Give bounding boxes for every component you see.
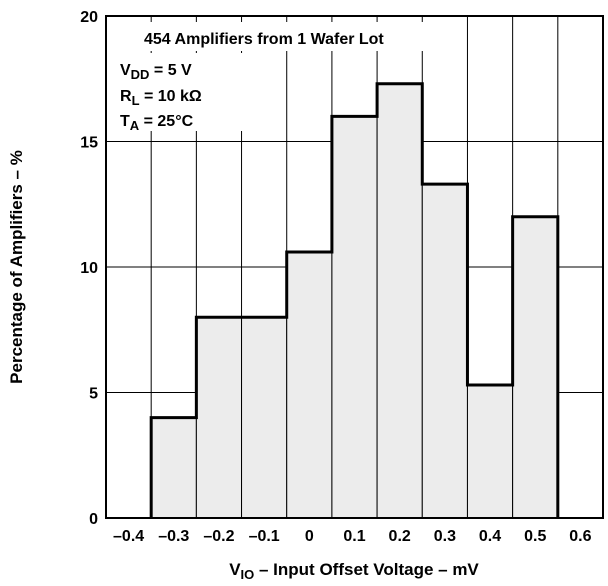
y-tick-label: 10 bbox=[80, 260, 98, 277]
x-tick-label: –0.3 bbox=[158, 528, 189, 545]
y-tick-label: 5 bbox=[89, 386, 98, 403]
title-box bbox=[132, 22, 464, 51]
plot-frame bbox=[105, 15, 604, 519]
histogram-bar bbox=[376, 83, 423, 519]
x-tick-label: 0.5 bbox=[524, 528, 546, 545]
y-tick-label: 15 bbox=[80, 135, 98, 152]
histogram-bar bbox=[421, 183, 468, 519]
histogram-bar bbox=[286, 251, 333, 519]
x-tick-label: 0 bbox=[305, 528, 314, 545]
histogram-bar bbox=[150, 417, 197, 519]
histogram-bars bbox=[150, 83, 559, 519]
histogram-bar bbox=[241, 316, 288, 519]
histogram-bar bbox=[512, 216, 559, 519]
y-tick-labels: 0 5 10 15 20 bbox=[80, 9, 98, 528]
y-tick-label: 0 bbox=[89, 511, 98, 528]
x-axis-label: VIO – Input Offset Voltage – mV bbox=[229, 560, 479, 582]
x-tick-label: 0.1 bbox=[343, 528, 365, 545]
histogram-outline bbox=[149, 82, 560, 518]
x-tick-label: –0.2 bbox=[203, 528, 234, 545]
annotation-vdd: VDD = 5 V bbox=[120, 62, 192, 82]
annotation-ta: TA = 25°C bbox=[120, 113, 194, 133]
conditions-box bbox=[114, 53, 264, 131]
y-axis-label: Percentage of Amplifiers – % bbox=[7, 150, 26, 384]
y-tick-label: 20 bbox=[80, 9, 98, 26]
x-tick-label: 0.2 bbox=[389, 528, 411, 545]
histogram-bar bbox=[195, 316, 243, 519]
x-tick-label: 0.6 bbox=[569, 528, 591, 545]
x-tick-label: 0.4 bbox=[479, 528, 501, 545]
chart-title: 454 Amplifiers from 1 Wafer Lot bbox=[144, 31, 384, 48]
x-tick-labels: –0.4 –0.3 –0.2 –0.1 0 0.1 0.2 0.3 0.4 0.5 0.6 bbox=[113, 528, 592, 545]
x-tick-label: –0.1 bbox=[249, 528, 280, 545]
x-tick-label: –0.4 bbox=[113, 528, 144, 545]
x-tick-label: 0.3 bbox=[434, 528, 456, 545]
histogram-bar bbox=[331, 115, 378, 519]
histogram-bar bbox=[466, 384, 514, 519]
annotation-rl: RL = 10 kΩ bbox=[120, 88, 202, 108]
